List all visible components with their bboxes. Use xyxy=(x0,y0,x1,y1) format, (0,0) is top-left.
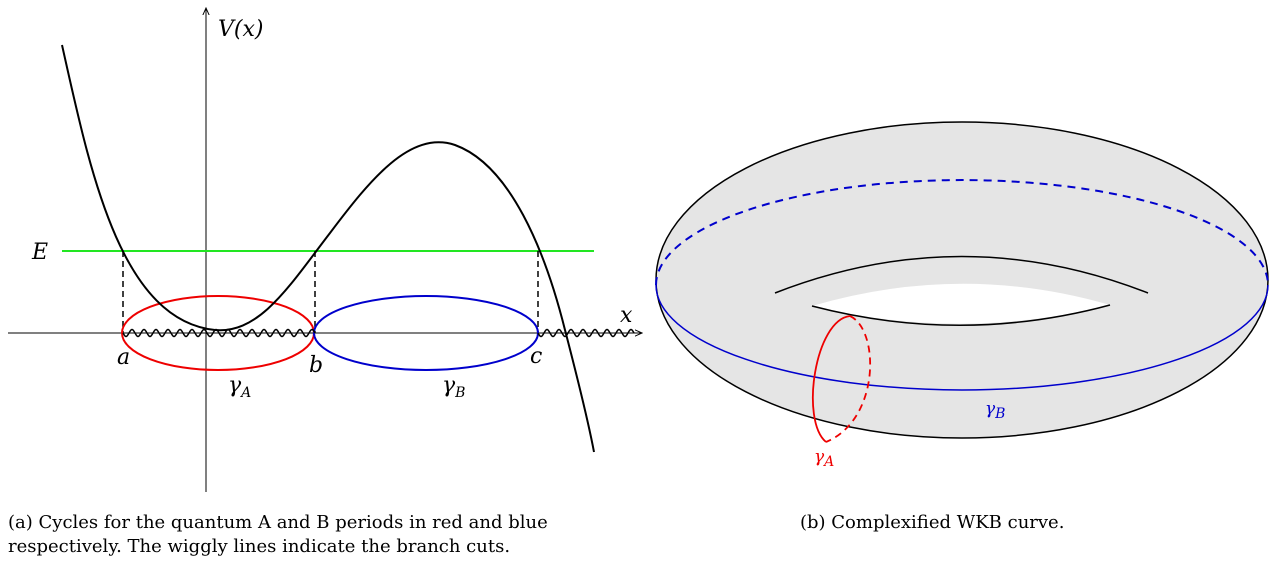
point-label: c xyxy=(530,344,542,369)
symbol: γ xyxy=(228,373,242,398)
y-axis-label: V(x) xyxy=(218,17,263,42)
subscript: A xyxy=(239,385,251,401)
cycle-label: γB xyxy=(442,373,465,401)
potential-curve xyxy=(62,45,594,452)
subscript: A xyxy=(822,454,834,470)
x-axis-label: x xyxy=(620,303,633,328)
subscript: B xyxy=(994,406,1005,422)
caption: respectively. The wiggly lines indicate … xyxy=(8,536,510,557)
cycle-label: γA xyxy=(228,373,251,401)
figure: V(x) x E a b c γA γB (a) Cycles for the … xyxy=(0,0,1273,565)
symbol: γ xyxy=(442,373,456,398)
point-label: b xyxy=(309,353,323,378)
subscript: B xyxy=(454,385,465,401)
caption: (a) Cycles for the quantum A and B perio… xyxy=(8,512,548,533)
point-label: a xyxy=(117,345,130,370)
page: V(x) x E a b c γA γB (a) Cycles for the … xyxy=(0,0,1273,565)
energy-label: E xyxy=(31,240,48,265)
panel-a: V(x) x E a b c γA γB (a) Cycles for the … xyxy=(8,8,642,557)
cycle-label: γA xyxy=(814,447,834,470)
caption: (b) Complexified WKB curve. xyxy=(800,512,1064,533)
panel-b: γB γA (b) Complexified WKB curve. xyxy=(656,122,1268,533)
